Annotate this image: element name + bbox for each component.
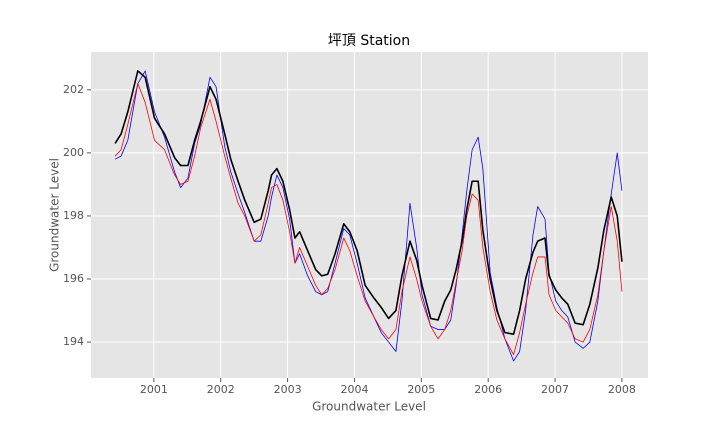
y-tick-label: 196 (63, 272, 84, 285)
x-axis-label: Groundwater Level (312, 400, 426, 414)
y-tick-label: 198 (63, 209, 84, 222)
x-tick-label: 2003 (274, 383, 302, 396)
chart-title: 坪頂 Station (328, 33, 410, 49)
x-tick-label: 2005 (407, 383, 435, 396)
x-tick-label: 2002 (207, 383, 235, 396)
y-axis-label: Groundwater Level (48, 158, 62, 272)
x-tick-label: 2008 (608, 383, 636, 396)
data-line (114, 70, 623, 335)
x-tick-label: 2001 (140, 383, 168, 396)
y-tick-label: 194 (63, 335, 84, 348)
x-tick-label: 2007 (541, 383, 569, 396)
y-tick-label: 202 (63, 83, 84, 96)
x-tick-label: 2006 (474, 383, 502, 396)
y-tick-label: 200 (63, 146, 84, 159)
data-line (114, 83, 623, 356)
x-tick-label: 2004 (340, 383, 368, 396)
data-line (114, 70, 623, 362)
plot-area (91, 52, 648, 378)
